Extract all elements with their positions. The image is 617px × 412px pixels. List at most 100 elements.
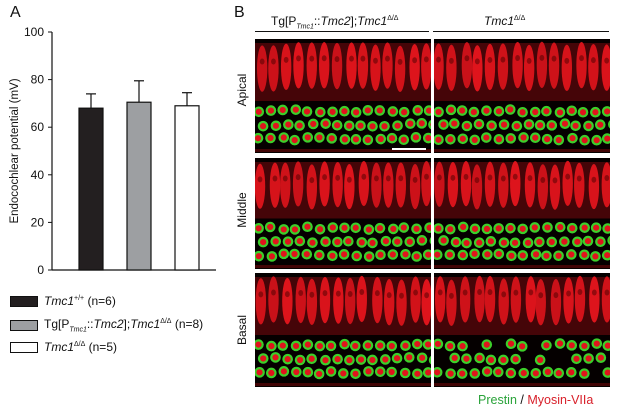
inner-hair-cell bbox=[535, 279, 546, 326]
outer-hair-cell-core bbox=[259, 123, 267, 130]
outer-hair-cell-core bbox=[382, 238, 390, 245]
outer-hair-cell-core bbox=[267, 223, 274, 231]
inner-hair-cell bbox=[446, 279, 457, 327]
cell-nucleus bbox=[359, 288, 365, 295]
outer-hair-cell-core bbox=[593, 137, 600, 144]
inner-hair-cell bbox=[319, 276, 331, 324]
outer-hair-cell-core bbox=[255, 108, 262, 115]
cell-nucleus bbox=[474, 58, 480, 65]
row-label-apical: Apical bbox=[235, 73, 249, 107]
cell-nucleus bbox=[257, 176, 263, 183]
cell-nucleus bbox=[284, 291, 290, 298]
cell-nucleus bbox=[512, 173, 518, 180]
inner-hair-cell bbox=[306, 278, 318, 325]
outer-hair-cell-core bbox=[548, 238, 555, 246]
cell-nucleus bbox=[500, 56, 506, 63]
inner-hair-cell bbox=[344, 277, 356, 325]
outer-hair-cell-core bbox=[425, 251, 431, 258]
cell-nucleus bbox=[271, 58, 276, 65]
cell-nucleus bbox=[500, 175, 506, 182]
red-streak bbox=[434, 383, 610, 386]
outer-hair-cell-core bbox=[317, 109, 324, 116]
outer-hair-cell-core bbox=[334, 122, 341, 129]
outer-hair-cell-core bbox=[440, 121, 447, 128]
micrograph-middle-tg bbox=[254, 157, 432, 270]
red-streak bbox=[434, 265, 610, 268]
outer-hair-cell-core bbox=[291, 250, 298, 258]
inner-hair-cell bbox=[549, 164, 561, 210]
outer-hair-cell-core bbox=[532, 134, 539, 141]
outer-hair-cell-core bbox=[280, 368, 287, 375]
inner-hair-cell bbox=[474, 275, 485, 323]
outer-hair-cell-core bbox=[572, 122, 579, 129]
outer-hair-cell-core bbox=[285, 121, 292, 128]
inner-hair-cell bbox=[421, 279, 431, 326]
outer-hair-cell-core bbox=[329, 252, 336, 259]
outer-hair-cell-core bbox=[447, 136, 454, 143]
inner-hair-cell bbox=[574, 162, 585, 208]
inner-hair-cell bbox=[484, 43, 496, 91]
cell-nucleus bbox=[346, 176, 352, 183]
cell-nucleus bbox=[412, 57, 418, 64]
outer-hair-cell-core bbox=[425, 369, 431, 376]
outer-hair-cell bbox=[429, 237, 431, 245]
inner-hair-cell bbox=[537, 164, 549, 210]
outer-hair-cell-core bbox=[532, 370, 539, 377]
outer-hair-cell-core bbox=[592, 109, 599, 116]
outer-hair-cell-core bbox=[459, 135, 466, 142]
outer-hair-cell-core bbox=[284, 356, 291, 363]
inner-hair-cell bbox=[409, 164, 421, 210]
outer-hair-cell-core bbox=[519, 252, 526, 259]
outer-hair-cell-core bbox=[446, 343, 454, 350]
outer-hair-cell-core bbox=[604, 225, 610, 232]
cell-nucleus bbox=[259, 58, 265, 65]
cell-nucleus bbox=[552, 177, 558, 184]
outer-hair-cell-core bbox=[483, 225, 491, 233]
inner-hair-cell bbox=[421, 160, 431, 207]
outer-hair-cell-core bbox=[609, 238, 610, 242]
inner-hair-cell bbox=[256, 45, 268, 92]
outer-hair-cell-core bbox=[267, 134, 274, 142]
outer-hair-cell-core bbox=[555, 370, 562, 377]
outer-hair-cell-core bbox=[341, 224, 348, 231]
outer-hair-cell-core bbox=[377, 251, 384, 258]
outer-hair-cell-core bbox=[382, 356, 389, 363]
cell-nucleus bbox=[321, 55, 327, 62]
cell-nucleus bbox=[463, 173, 469, 180]
outer-hair-cell-core bbox=[537, 356, 544, 364]
outer-hair-cell-core bbox=[329, 108, 336, 115]
legend-item-wt: Tmc1+/+ (n=6) bbox=[10, 294, 116, 308]
outer-hair-cell-core bbox=[425, 107, 431, 114]
outer-hair-cell-core bbox=[365, 226, 372, 233]
outer-hair-cell-core bbox=[536, 238, 543, 246]
cell-nucleus bbox=[271, 289, 276, 296]
cell-nucleus bbox=[474, 177, 480, 184]
outer-hair-cell-core bbox=[597, 238, 604, 245]
cell-nucleus bbox=[437, 289, 443, 296]
inner-hair-cell bbox=[576, 41, 587, 89]
cell-nucleus bbox=[450, 174, 456, 181]
legend-item-tg: Tg[PTmc1::Tmc2];Tmc1Δ/Δ (n=8) bbox=[10, 317, 203, 333]
cell-nucleus bbox=[347, 291, 353, 298]
outer-hair-cell-core bbox=[401, 109, 408, 116]
outer-hair-cell-core bbox=[581, 342, 588, 350]
cell-nucleus bbox=[591, 289, 597, 296]
outer-hair-cell-core bbox=[353, 109, 360, 116]
outer-hair-cell bbox=[608, 120, 610, 129]
outer-hair-cell-core bbox=[459, 252, 466, 259]
outer-hair-cell-core bbox=[292, 106, 299, 113]
outer-hair-cell-core bbox=[310, 120, 317, 128]
cell-nucleus bbox=[436, 174, 442, 181]
cell-nucleus bbox=[374, 175, 379, 182]
inner-hair-cell bbox=[523, 44, 535, 92]
inner-hair-cell bbox=[601, 162, 610, 208]
panel-label-b: B bbox=[234, 4, 245, 21]
outer-hair-cell-core bbox=[459, 370, 466, 377]
outer-hair-cell-core bbox=[418, 237, 426, 244]
outer-hair-cell-core bbox=[414, 340, 421, 348]
outer-hair-cell-core bbox=[291, 137, 298, 144]
outer-hair-cell-core bbox=[426, 224, 431, 231]
outer-hair-cell-core bbox=[352, 342, 359, 350]
outer-hair-cell-core bbox=[548, 122, 555, 129]
outer-hair-cell-core bbox=[419, 354, 426, 361]
